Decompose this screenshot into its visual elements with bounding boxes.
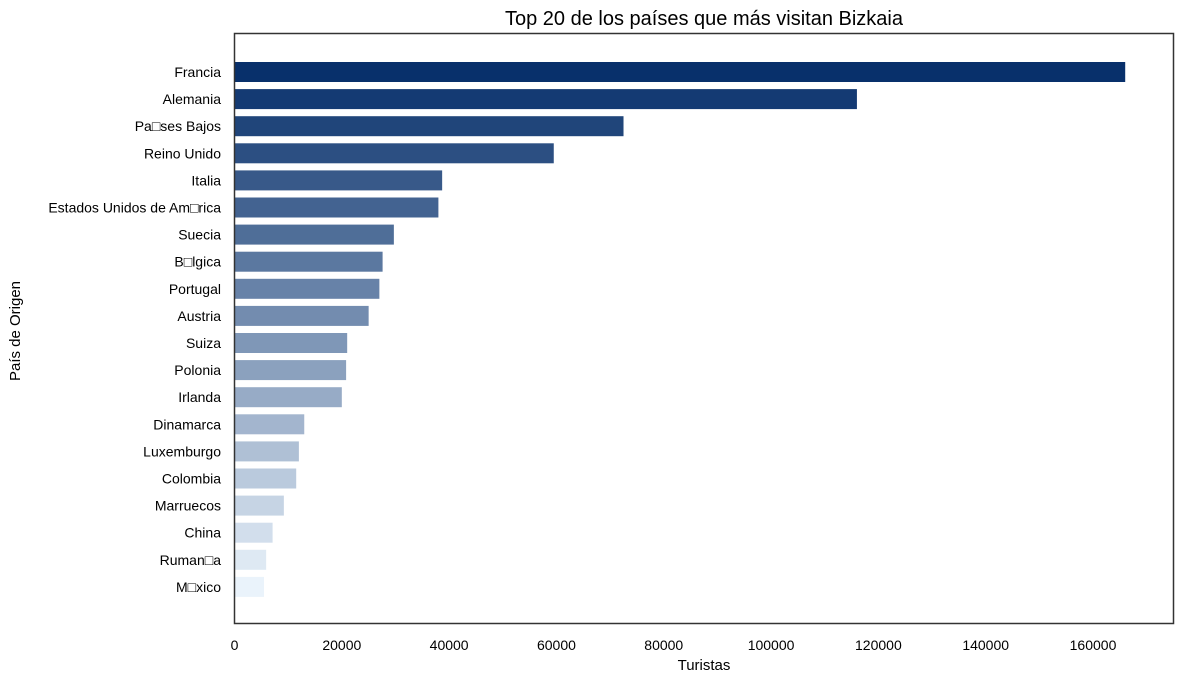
x-tick-label: 40000 <box>430 637 469 653</box>
category-label: Suecia <box>178 227 221 243</box>
category-label: B□lgica <box>174 254 221 270</box>
bar-marruecos <box>234 495 284 516</box>
bar-suecia <box>234 224 394 245</box>
bar-pa-ses-bajos <box>234 116 624 137</box>
bar-alemania <box>234 89 857 110</box>
bar-reino-unido <box>234 143 554 164</box>
bar-estados-unidos-de-am-rica <box>234 197 439 218</box>
y-axis-label: País de Origen <box>7 281 24 381</box>
category-label: Marruecos <box>155 498 221 514</box>
x-axis-label: Turistas <box>678 657 731 674</box>
bar-polonia <box>234 360 347 381</box>
category-label: Estados Unidos de Am□rica <box>48 200 221 216</box>
category-label: China <box>184 525 221 541</box>
category-label: Reino Unido <box>144 145 221 161</box>
category-label: Luxemburgo <box>143 443 221 459</box>
bar-b-lgica <box>234 251 383 272</box>
category-label: Dinamarca <box>153 416 221 432</box>
x-tick-label: 20000 <box>322 637 361 653</box>
bar-ruman-a <box>234 549 267 570</box>
bar-portugal <box>234 278 380 299</box>
category-label: Alemania <box>163 91 222 107</box>
category-label: Austria <box>177 308 221 324</box>
category-label: Suiza <box>186 335 221 351</box>
category-label: Ruman□a <box>160 552 222 568</box>
category-label: Italia <box>191 172 221 188</box>
category-label: Francia <box>174 64 221 80</box>
category-label: Irlanda <box>178 389 221 405</box>
chart-title: Top 20 de los países que más visitan Biz… <box>505 8 904 30</box>
x-axis-ticks: 0 20000 40000 60000 80000 100000 120000 140000 1… <box>231 637 1117 653</box>
x-tick-label: 100000 <box>748 637 795 653</box>
category-labels: Francia Alemania Pa□ses Bajos Reino Unido It… <box>48 64 222 595</box>
x-tick-label: 60000 <box>537 637 576 653</box>
bar-irlanda <box>234 387 342 408</box>
bar-colombia <box>234 468 297 489</box>
category-label: Pa□ses Bajos <box>135 118 221 134</box>
bar-italia <box>234 170 443 191</box>
category-label: M□xico <box>176 579 221 595</box>
bar-china <box>234 522 273 543</box>
category-label: Portugal <box>169 281 221 297</box>
category-label: Colombia <box>162 471 221 487</box>
x-tick-label: 80000 <box>644 637 683 653</box>
bar-m-xico <box>234 576 265 597</box>
bars-group <box>234 62 1126 597</box>
x-tick-label: 0 <box>231 637 239 653</box>
bar-dinamarca <box>234 414 305 435</box>
bar-austria <box>234 305 369 326</box>
plot-frame <box>233 32 1175 625</box>
bar-luxemburgo <box>234 441 299 462</box>
x-tick-label: 140000 <box>962 637 1009 653</box>
bar-suiza <box>234 333 348 353</box>
x-tick-label: 160000 <box>1070 637 1117 653</box>
bar-francia <box>234 62 1126 82</box>
category-label: Polonia <box>174 362 221 378</box>
x-tick-label: 120000 <box>855 637 902 653</box>
